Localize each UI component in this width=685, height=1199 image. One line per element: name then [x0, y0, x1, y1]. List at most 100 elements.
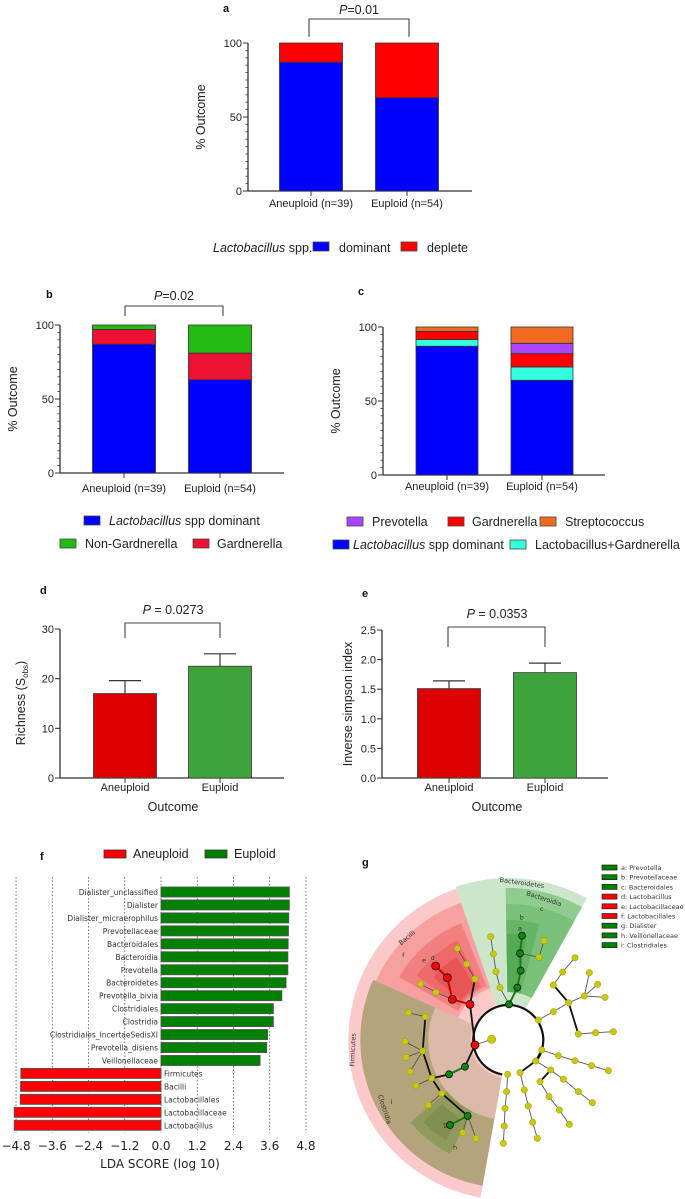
x-axis-label: Outcome	[472, 800, 523, 814]
lda-bar	[20, 1080, 162, 1092]
cladogram-legend-label: e: Lactobacillaceae	[621, 903, 684, 911]
cladogram-node-aneuploid	[465, 999, 475, 1009]
cladogram-node	[524, 1102, 532, 1110]
cladogram-legend-swatch	[601, 864, 618, 871]
lda-bar-label: Prevotella	[121, 966, 158, 975]
cladogram-node	[459, 1129, 467, 1137]
cladogram-legend-swatch	[601, 922, 618, 929]
legend-label: Lactobacillus spp dominant	[109, 514, 260, 528]
x-tick-label: −2.4	[74, 1139, 103, 1153]
cladogram-node	[571, 1057, 579, 1065]
y-tick-label: 100	[224, 38, 242, 50]
x-tick-label: −1.2	[110, 1139, 139, 1153]
p-value-annotation: P=0.01	[339, 3, 379, 17]
y-tick-label: 0.5	[361, 743, 376, 755]
y-axis-label-sub: obs	[21, 665, 30, 678]
cladogram-branch	[441, 1092, 469, 1117]
legend-b: Lactobacillus spp dominant Non-Gardnerell…	[59, 514, 282, 551]
cladogram-node-euploid	[518, 931, 526, 940]
x-category-label: Aneuploid	[101, 782, 150, 794]
cladogram-node-euploid	[516, 949, 524, 958]
x-tick-label: 0.0	[151, 1139, 170, 1153]
p-symbol: P	[467, 607, 476, 621]
p-value-annotation: P = 0.0353	[467, 607, 528, 621]
cladogram-node	[406, 1068, 414, 1076]
x-tick-label: 3.6	[260, 1139, 279, 1153]
x-category-label: Euploid	[527, 782, 564, 794]
significance-bracket	[124, 305, 224, 316]
y-tick-label: 1.5	[361, 684, 376, 696]
clade-dialister-sector	[423, 1103, 460, 1141]
x-category-label: Euploid (n=54)	[371, 198, 443, 210]
lda-bar-label: Bacteroidetes	[106, 979, 158, 988]
legend-label: Non-Gardnerella	[85, 537, 177, 551]
panel-label: f	[40, 851, 44, 863]
cladogram-node	[419, 1047, 427, 1055]
bar-segment-gardnerella	[510, 353, 574, 368]
lda-bar-label: Clostridia	[123, 1018, 158, 1027]
lda-bar-label: Clostridiales_IncertaeSedisXI	[50, 1031, 158, 1040]
legend-title-italic: Lactobacillus	[213, 241, 285, 255]
cladogram-node	[501, 1104, 509, 1112]
x-tick-label: 2.4	[224, 1139, 243, 1153]
legend-title: Lactobacillus spp.	[213, 241, 312, 255]
lda-bar-label: Veillonellaceae	[102, 1056, 158, 1065]
lda-bar-label: Bacilli	[164, 1082, 186, 1091]
bar-segment-streptococcus	[510, 326, 574, 344]
legend-swatch-dominant	[312, 241, 330, 252]
legend-swatch-deplete	[400, 241, 418, 252]
cladogram-node-aneuploid	[470, 1040, 480, 1050]
lda-bar	[13, 1106, 162, 1118]
lda-bar-label: Prevotella_bivia	[99, 992, 158, 1001]
cladogram-node	[588, 1062, 596, 1070]
cladogram-node-euploid	[461, 1062, 469, 1071]
cladogram-legend-label: c: Bacteroidales	[621, 883, 674, 891]
legend-title-rest: spp.	[285, 241, 312, 255]
significance-bracket	[308, 18, 410, 37]
x-axis-label: LDA SCORE (log 10)	[100, 1157, 220, 1171]
y-tick-label: 30	[42, 624, 54, 636]
cladogram-node	[555, 1106, 563, 1114]
clade-letter: e	[422, 956, 426, 964]
lda-bar	[160, 1016, 274, 1028]
bar-segment-non-gardnerella	[92, 324, 156, 330]
cladogram-node-euploid	[463, 1112, 472, 1120]
clade-letter: a	[518, 925, 522, 933]
y-tick-label: 2.0	[361, 655, 376, 667]
cladogram-node	[421, 1013, 429, 1021]
lda-bar	[160, 925, 289, 937]
bar-segment-non-gardnerella	[188, 324, 252, 354]
y-tick-label: 2.5	[361, 625, 376, 637]
lda-bar	[160, 977, 287, 989]
bar-segment-lactobacillus-gardnerella	[510, 366, 574, 381]
cladogram-node-euploid	[445, 1070, 453, 1079]
lda-bar	[13, 1119, 162, 1131]
panel-label: a	[223, 3, 230, 15]
legend-label-euploid: Euploid	[234, 847, 276, 861]
lda-bar-label: Bacteroidia	[116, 953, 158, 962]
lda-bar-label: Prevotellaceae	[103, 927, 159, 936]
y-axis-label: % Outcome	[329, 368, 343, 433]
bar-segment-gardnerella	[92, 329, 156, 345]
legend-swatch-aneuploid	[103, 849, 127, 859]
cladogram-node	[547, 1066, 555, 1074]
cladogram-node-aneuploid	[447, 994, 457, 1004]
legend-c: Prevotella Gardnerella Streptococcus Lactob…	[332, 515, 680, 552]
panel-label: d	[40, 585, 47, 597]
cladogram-node	[496, 984, 504, 992]
bar-segment-dominant	[375, 97, 439, 192]
cladogram-node	[536, 1078, 544, 1086]
bar-aneuploid	[93, 693, 157, 779]
bar-segment-streptococcus	[415, 326, 479, 332]
panel-b: b 0 50 100 % Outcome Aneuploid (n=39) Euploid …	[6, 289, 284, 495]
legend-label-dominant: dominant	[339, 241, 391, 255]
lda-bar	[160, 899, 290, 911]
cladogram-branch	[469, 1004, 476, 1046]
cladogram-node	[487, 933, 495, 941]
cladogram-node	[500, 1122, 508, 1130]
cladogram-node	[588, 1099, 596, 1107]
cladogram-node	[559, 1075, 567, 1083]
lda-bar-label: Lactobacillaceae	[164, 1108, 227, 1117]
legend-label-text: Lactobacillus+Gardnerella	[535, 538, 680, 552]
cladogram-node-aneuploid	[442, 973, 452, 983]
